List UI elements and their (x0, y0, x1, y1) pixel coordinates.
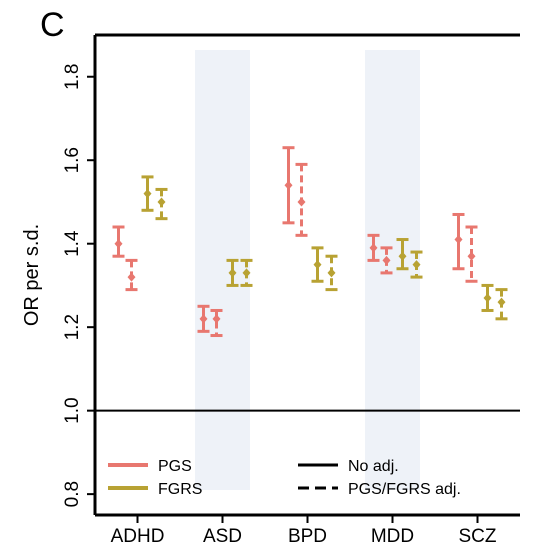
point-estimate (412, 260, 421, 270)
panel-label: C (40, 6, 65, 44)
point-estimate (483, 293, 492, 303)
point-estimate (242, 268, 251, 278)
point-estimate (382, 255, 391, 265)
y-tick-label: 1.2 (62, 314, 83, 340)
legend-label-pgs: PGS (158, 458, 192, 475)
errorbar-pgs-pgs-fgrs-adj-adhd (125, 258, 138, 292)
legend-label-pgs-fgrs-adj: PGS/FGRS adj. (348, 481, 461, 498)
error-bars (112, 146, 508, 338)
y-tick-label: 1.6 (62, 147, 83, 173)
errorbar-pgs-no-adj-adhd (112, 225, 125, 258)
errorbar-fgrs-pgs-fgrs-adj-bpd (325, 254, 338, 292)
point-estimate (114, 239, 123, 249)
errorbar-pgs-no-adj-asd (197, 304, 210, 333)
point-estimate (497, 297, 506, 307)
errorbar-pgs-no-adj-bpd (282, 146, 295, 225)
errorbar-pgs-pgs-fgrs-adj-bpd (295, 162, 308, 237)
axes: 0.8 1.0 1.2 1.4 1.6 1.8 OR per s.d. ADHD ASD BPD M… (21, 33, 520, 547)
x-tick-label-adhd: ADHD (111, 526, 165, 547)
errorbar-fgrs-no-adj-mdd (396, 238, 409, 271)
y-tick-label: 1.4 (62, 230, 83, 257)
errorbar-fgrs-no-adj-bpd (311, 246, 324, 283)
errorbar-fgrs-pgs-fgrs-adj-scz (495, 288, 508, 321)
x-tick-label-bpd: BPD (288, 526, 327, 547)
shaded-bands (195, 50, 420, 490)
point-estimate (467, 251, 476, 261)
errorbar-fgrs-no-adj-adhd (141, 175, 154, 212)
legend-label-fgrs: FGRS (158, 481, 202, 498)
errorbar-pgs-pgs-fgrs-adj-asd (210, 308, 223, 338)
point-estimate (398, 251, 407, 261)
point-estimate (454, 235, 463, 245)
legend-label-no-adj: No adj. (348, 458, 399, 475)
y-tick-label: 1.0 (62, 397, 83, 423)
errorbar-fgrs-pgs-fgrs-adj-adhd (155, 187, 168, 221)
shade-band-mdd (365, 50, 420, 490)
errorbar-pgs-no-adj-mdd (367, 233, 380, 262)
legend: PGS FGRS No adj. PGS/FGRS adj. (108, 458, 461, 498)
point-estimate (212, 314, 221, 324)
errorbar-fgrs-pgs-fgrs-adj-mdd (410, 250, 423, 279)
shade-band-asd (195, 50, 250, 490)
errorbar-pgs-no-adj-scz (452, 212, 465, 271)
point-estimate (313, 260, 322, 270)
errorbar-fgrs-pgs-fgrs-adj-asd (240, 258, 253, 287)
x-tick-label-asd: ASD (203, 526, 242, 547)
point-estimate (127, 272, 136, 282)
point-estimate (297, 197, 306, 207)
point-estimate (228, 268, 237, 278)
point-estimate (284, 180, 293, 190)
point-estimate (369, 243, 378, 253)
errorbar-fgrs-no-adj-scz (481, 283, 494, 312)
errorbar-fgrs-no-adj-asd (226, 258, 239, 287)
y-tick-label: 1.8 (62, 64, 83, 90)
x-tick-label-mdd: MDD (371, 526, 414, 547)
errorbar-pgs-pgs-fgrs-adj-scz (465, 225, 478, 283)
y-tick-label: 0.8 (62, 481, 83, 507)
point-estimate (327, 268, 336, 278)
point-estimate (199, 314, 208, 324)
y-axis-title: OR per s.d. (21, 224, 43, 326)
errorbar-pgs-pgs-fgrs-adj-mdd (380, 246, 393, 275)
x-tick-label-scz: SCZ (459, 526, 497, 547)
point-estimate (157, 197, 166, 207)
point-estimate (143, 189, 152, 199)
